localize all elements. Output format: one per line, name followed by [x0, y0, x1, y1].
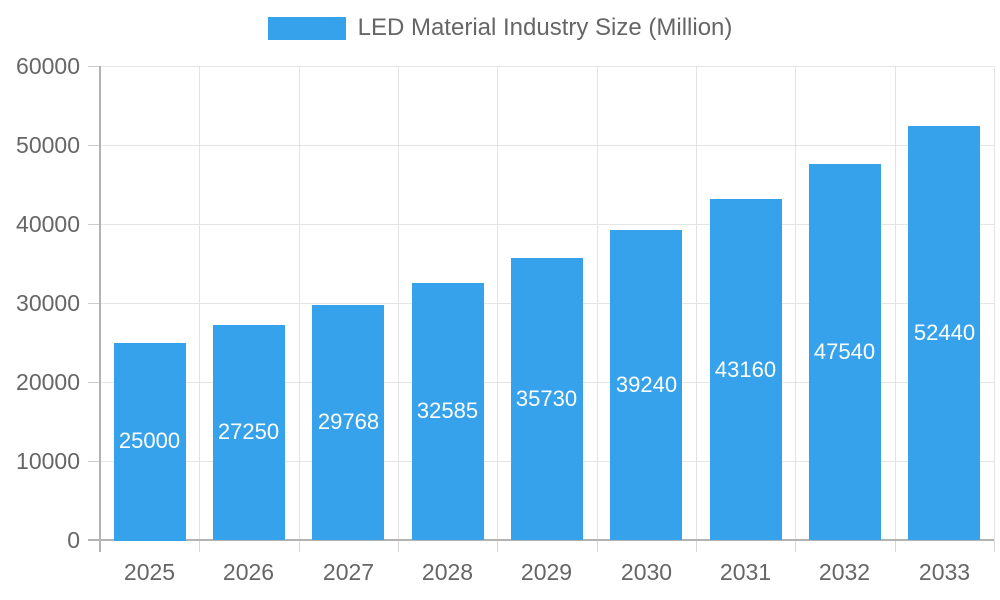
x-axis-tick [299, 540, 300, 552]
y-gridline [100, 66, 994, 67]
x-axis-tick-label: 2031 [719, 559, 772, 585]
x-axis-line [88, 539, 994, 541]
y-axis-tick-label: 10000 [16, 448, 80, 474]
bar-2026[interactable] [213, 325, 285, 540]
bar-2031[interactable] [710, 199, 782, 540]
bar-2032[interactable] [809, 164, 881, 540]
y-axis-tick [88, 461, 100, 462]
y-axis-tick [88, 224, 100, 225]
x-axis-tick-label: 2032 [818, 559, 871, 585]
x-axis-tick-label: 2029 [520, 559, 573, 585]
x-gridline [795, 66, 796, 540]
x-axis-tick [994, 540, 995, 552]
x-axis-tick [696, 540, 697, 552]
x-axis-tick-label: 2028 [421, 559, 474, 585]
bar-2030[interactable] [610, 230, 682, 540]
legend-label: LED Material Industry Size (Million) [357, 14, 733, 41]
bar-2027[interactable] [312, 305, 384, 540]
x-gridline [696, 66, 697, 540]
x-axis-tick [199, 540, 200, 552]
x-gridline [497, 66, 498, 540]
x-axis-tick-label: 2027 [322, 559, 375, 585]
y-axis-tick-label: 0 [67, 527, 80, 553]
y-axis-tick-label: 50000 [16, 132, 80, 158]
x-axis-tick [398, 540, 399, 552]
bar-2033[interactable] [908, 126, 980, 540]
y-axis-tick-label: 40000 [16, 211, 80, 237]
x-gridline [895, 66, 896, 540]
y-axis-tick-label: 60000 [16, 53, 80, 79]
y-axis-tick-label: 20000 [16, 369, 80, 395]
bar-2028[interactable] [412, 283, 484, 540]
y-axis-tick [88, 382, 100, 383]
legend: LED Material Industry Size (Million) [0, 14, 1000, 42]
y-gridline [100, 145, 994, 146]
x-axis-tick-label: 2025 [123, 559, 176, 585]
x-axis-tick-label: 2026 [222, 559, 275, 585]
y-axis-tick [88, 66, 100, 67]
y-gridline [100, 224, 994, 225]
x-gridline [398, 66, 399, 540]
bar-2025[interactable] [114, 343, 186, 541]
legend-item[interactable]: LED Material Industry Size (Million) [267, 14, 733, 42]
legend-swatch-icon [267, 16, 346, 40]
x-axis-tick [895, 540, 896, 552]
x-gridline [994, 66, 995, 540]
x-axis-tick-label: 2033 [918, 559, 971, 585]
y-axis-line [99, 66, 101, 552]
x-gridline [199, 66, 200, 540]
y-axis-tick [88, 145, 100, 146]
x-axis-tick-label: 2030 [620, 559, 673, 585]
x-gridline [597, 66, 598, 540]
x-axis-tick [795, 540, 796, 552]
x-gridline [299, 66, 300, 540]
x-axis-tick [497, 540, 498, 552]
bar-2029[interactable] [511, 258, 583, 540]
y-axis-tick [88, 303, 100, 304]
y-axis-tick-label: 30000 [16, 290, 80, 316]
x-axis-tick [597, 540, 598, 552]
